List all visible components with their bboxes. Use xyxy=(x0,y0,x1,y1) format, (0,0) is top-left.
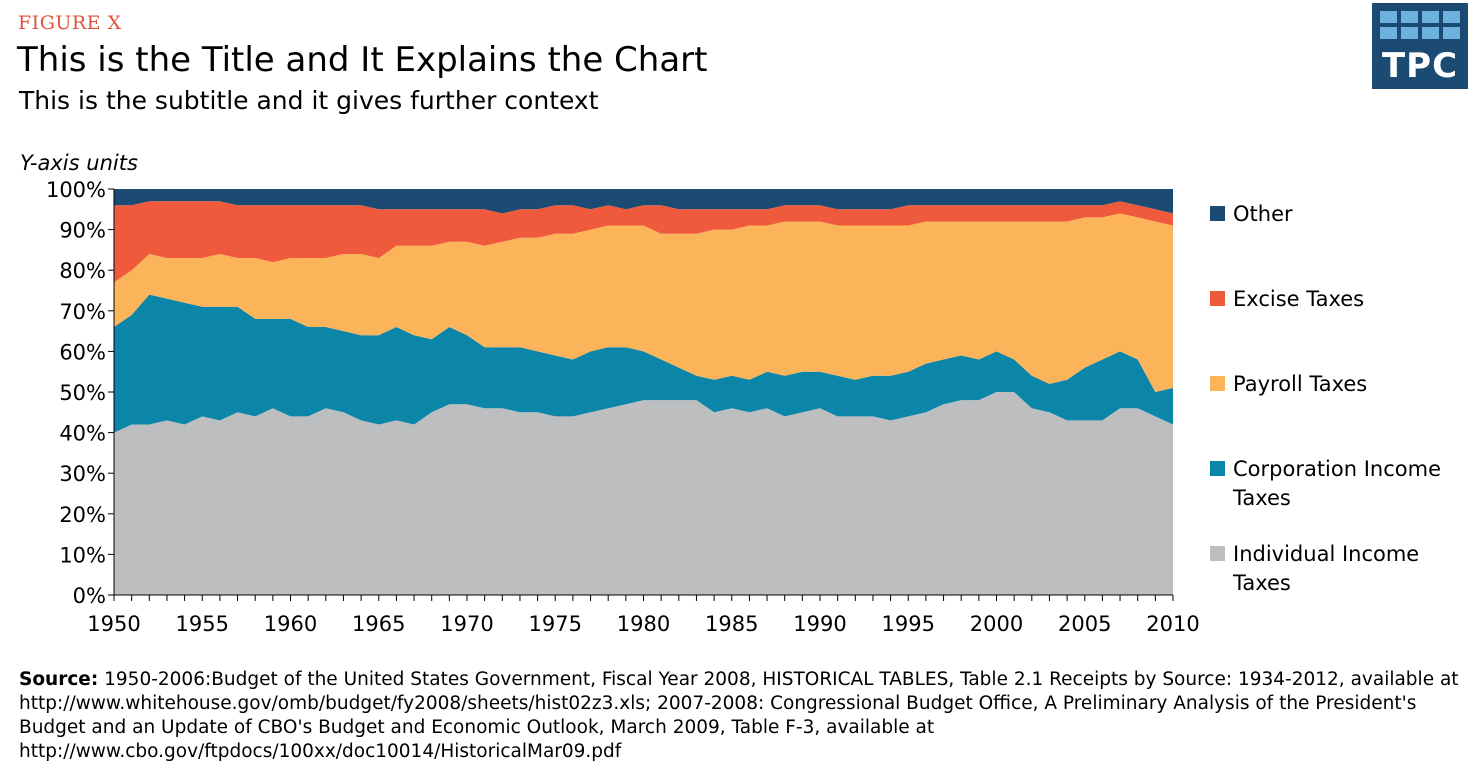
area-chart: Y-axis units 0% 10% 20% 30% 40% 50% 60% 70% 80% 9… xyxy=(20,151,1200,636)
legend-swatch xyxy=(1210,206,1225,221)
x-tick-label: 1985 xyxy=(705,612,758,636)
x-tick-label: 1960 xyxy=(264,612,317,636)
area-excise-taxes xyxy=(114,201,1173,283)
legend-label: Payroll Taxes xyxy=(1233,372,1368,396)
legend-label: Excise Taxes xyxy=(1233,287,1365,311)
x-axis-ticks: 1950 1955 1960 1965 1970 1975 1980 1985 1990 1995… xyxy=(87,595,1200,636)
y-tick-label: 0% xyxy=(73,584,106,608)
logo-grid-icon xyxy=(1380,11,1464,43)
x-tick-label: 2000 xyxy=(970,612,1023,636)
x-tick-label: 1975 xyxy=(529,612,582,636)
source-text: 1950-2006:Budget of the United States Go… xyxy=(19,669,1459,762)
y-tick-label: 40% xyxy=(59,422,106,446)
source-note: Source: 1950-2006:Budget of the United S… xyxy=(19,668,1464,764)
chart-subtitle: This is the subtitle and it gives furthe… xyxy=(19,86,599,115)
y-axis-label: Y-axis units xyxy=(20,151,138,175)
x-tick-label: 1965 xyxy=(352,612,405,636)
legend-item: Excise Taxes xyxy=(1210,285,1473,314)
x-tick-label: 2010 xyxy=(1146,612,1199,636)
y-axis-ticks: 0% 10% 20% 30% 40% 50% 60% 70% 80% 90% 100% xyxy=(46,178,114,608)
y-tick-label: 70% xyxy=(59,300,106,324)
x-tick-label: 1970 xyxy=(440,612,493,636)
area-individual-income-taxes xyxy=(114,392,1173,595)
x-tick-label: 1950 xyxy=(87,612,140,636)
figure-label: FIGURE X xyxy=(18,12,122,34)
tpc-logo: TPC xyxy=(1372,3,1468,89)
y-tick-label: 60% xyxy=(59,340,106,364)
logo-text: TPC xyxy=(1381,46,1459,86)
y-tick-label: 10% xyxy=(59,543,106,567)
x-tick-label: 2005 xyxy=(1058,612,1111,636)
x-tick-label: 1995 xyxy=(882,612,935,636)
y-tick-label: 20% xyxy=(59,503,106,527)
legend-item: Other xyxy=(1210,200,1473,229)
y-tick-label: 50% xyxy=(59,381,106,405)
legend-item: Corporation Income Taxes xyxy=(1210,455,1473,513)
legend-item: Payroll Taxes xyxy=(1210,370,1473,399)
legend-item: Individual Income Taxes xyxy=(1210,540,1473,598)
area-other xyxy=(114,189,1173,214)
legend-label: Other xyxy=(1233,202,1293,226)
legend-swatch xyxy=(1210,461,1225,476)
y-tick-label: 100% xyxy=(46,178,106,202)
x-tick-label: 1955 xyxy=(176,612,229,636)
series-areas xyxy=(113,189,1173,596)
x-tick-label: 1990 xyxy=(793,612,846,636)
legend-swatch xyxy=(1210,376,1225,391)
x-tick-label: 1980 xyxy=(617,612,670,636)
y-tick-label: 80% xyxy=(59,259,106,283)
legend-swatch xyxy=(1210,291,1225,306)
legend-swatch xyxy=(1210,546,1225,561)
chart-title: This is the Title and It Explains the Ch… xyxy=(17,40,708,80)
area-payroll-taxes xyxy=(114,213,1173,392)
area-corporation-income-taxes xyxy=(114,294,1173,433)
legend-label: Corporation Income Taxes xyxy=(1233,457,1442,510)
y-tick-label: 90% xyxy=(59,219,106,243)
source-label: Source: xyxy=(19,669,99,690)
y-tick-label: 30% xyxy=(59,462,106,486)
legend-label: Individual Income Taxes xyxy=(1233,542,1420,595)
